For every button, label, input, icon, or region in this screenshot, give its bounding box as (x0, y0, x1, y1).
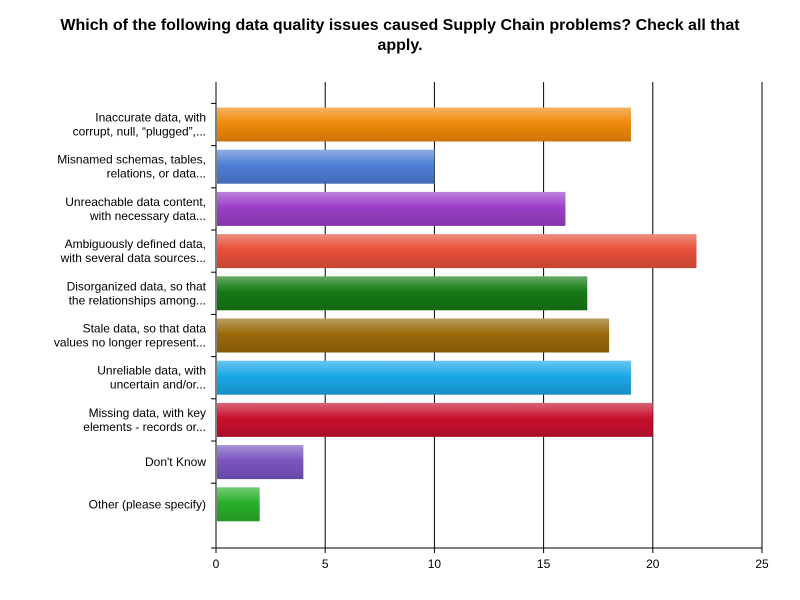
bars (217, 107, 697, 522)
bar (217, 234, 697, 269)
bar (217, 149, 435, 184)
tick-labels: 0 5 10 15 20 25 (213, 557, 769, 571)
x-tick-label: 20 (646, 557, 660, 571)
category-label: Stale data, so that data values no longer… (54, 322, 206, 350)
axes (211, 82, 763, 553)
category-label: Disorganized data, so that the relationsh… (67, 279, 207, 307)
category-label: Ambiguously defined data, with several da… (60, 237, 206, 265)
category-labels: Inaccurate data, with corrupt, null, “plu… (54, 111, 207, 512)
bar (217, 487, 260, 522)
chart-title: Which of the following data quality issu… (60, 17, 740, 54)
bar (217, 402, 653, 437)
category-label: Unreachable data content, with necessary … (65, 195, 206, 223)
bar (217, 445, 304, 480)
category-label: Missing data, with key elements - records… (83, 406, 206, 434)
bar (217, 318, 610, 353)
category-label: Misnamed schemas, tables, relations, or d… (57, 153, 206, 181)
x-tick-label: 0 (213, 557, 220, 571)
category-label: Inaccurate data, with corrupt, null, “plu… (73, 111, 206, 139)
category-label: Other (please specify) (89, 497, 206, 511)
bar (217, 107, 631, 142)
bar (217, 276, 588, 311)
category-label: Unreliable data, with uncertain and/or... (97, 364, 206, 392)
category-label: Don't Know (145, 455, 206, 469)
x-tick-label: 25 (755, 557, 769, 571)
x-tick-label: 10 (428, 557, 442, 571)
bar (217, 191, 566, 226)
bar (217, 360, 631, 395)
x-tick-label: 15 (537, 557, 551, 571)
x-tick-label: 5 (322, 557, 329, 571)
